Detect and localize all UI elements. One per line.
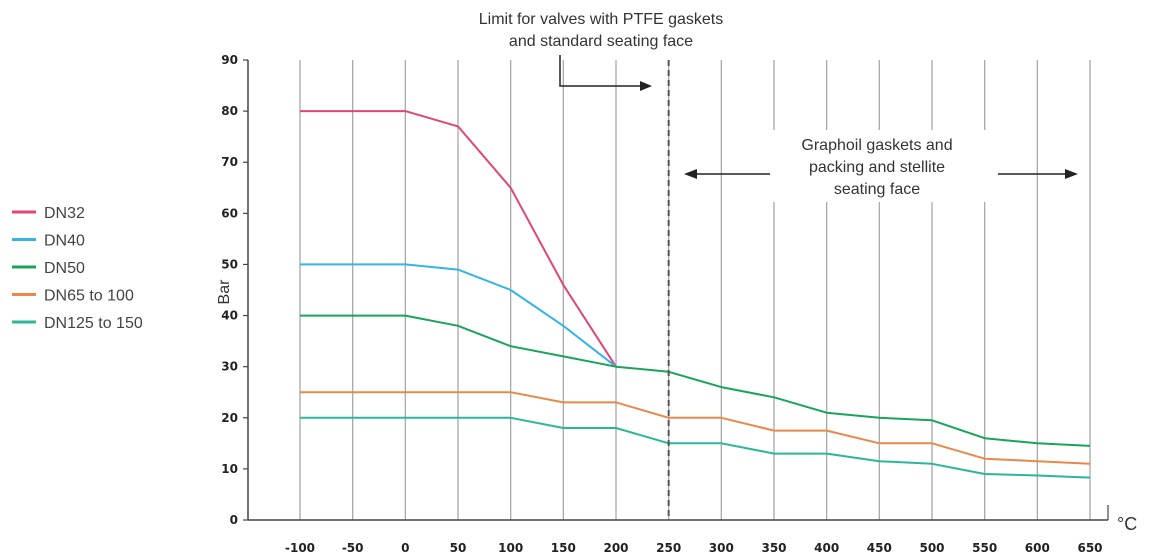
graphoil-annotation-line2: packing and stellite (809, 159, 945, 176)
x-tick-label-5: 150 (551, 541, 576, 555)
graphoil-annotation-line1: Graphoil gaskets and (801, 137, 952, 154)
y-tick-label-0: 0 (230, 513, 238, 527)
x-tick-label-13: 550 (972, 541, 997, 555)
x-tick-label-7: 250 (656, 541, 681, 555)
y-tick-label-1: 10 (221, 462, 238, 476)
legend-label-2: DN50 (44, 260, 85, 277)
y-tick-label-5: 50 (221, 257, 238, 271)
x-tick-label-3: 50 (450, 541, 467, 555)
series-line-4 (300, 416, 1091, 479)
x-tick-label-9: 350 (761, 541, 786, 555)
grid-lines (299, 60, 1091, 520)
series-lines (300, 110, 1091, 479)
x-tick-label-1: -50 (342, 541, 364, 555)
x-tick-label-15: 650 (1077, 541, 1102, 555)
graphoil-annotation-box (770, 130, 998, 202)
x-tick-label-12: 500 (919, 541, 944, 555)
y-tick-label-7: 70 (221, 155, 238, 169)
y-tick-labels: 0 10 20 30 40 50 60 70 80 90 (221, 53, 238, 527)
ptfe-annotation-line2: and standard seating face (509, 33, 693, 50)
series-line-0 (300, 110, 617, 368)
legend-label-0: DN32 (44, 205, 85, 222)
x-tick-labels: -100 -50 0 50 100 150 200 250 300 350 400 450 500 550… (285, 541, 1103, 555)
series-line-1 (300, 263, 617, 368)
axes (243, 59, 1109, 521)
graphoil-arrow-right-head (1065, 169, 1078, 179)
graphoil-arrow-left-head (684, 169, 697, 179)
y-tick-label-6: 60 (221, 206, 238, 220)
legend-label-3: DN65 to 100 (44, 288, 134, 305)
x-tick-label-4: 100 (498, 541, 523, 555)
ptfe-arrow-head (640, 81, 652, 91)
legend: DN32 DN40 DN50 DN65 to 100 DN125 to 150 (12, 205, 143, 332)
x-tick-label-14: 600 (1025, 541, 1050, 555)
x-axis-label: °C (1117, 514, 1137, 534)
y-tick-label-2: 20 (221, 411, 238, 425)
x-tick-label-10: 400 (814, 541, 839, 555)
x-tick-label-6: 200 (603, 541, 628, 555)
y-axis-label: Bar (216, 279, 233, 305)
ptfe-arrow (559, 55, 642, 87)
series-line-3 (300, 391, 1091, 465)
series-line-2 (300, 314, 1091, 447)
legend-label-1: DN40 (44, 233, 85, 250)
x-tick-label-8: 300 (709, 541, 734, 555)
y-tick-label-3: 30 (221, 360, 238, 374)
x-tick-label-0: -100 (285, 541, 315, 555)
x-tick-label-11: 450 (867, 541, 892, 555)
graphoil-annotation-line3: seating face (834, 181, 920, 198)
y-tick-label-4: 40 (221, 309, 238, 323)
ptfe-annotation-line1: Limit for valves with PTFE gaskets (479, 11, 724, 28)
y-tick-label-8: 80 (221, 104, 238, 118)
legend-label-4: DN125 to 150 (44, 315, 143, 332)
y-tick-label-9: 90 (221, 53, 238, 67)
x-tick-label-2: 0 (401, 541, 409, 555)
